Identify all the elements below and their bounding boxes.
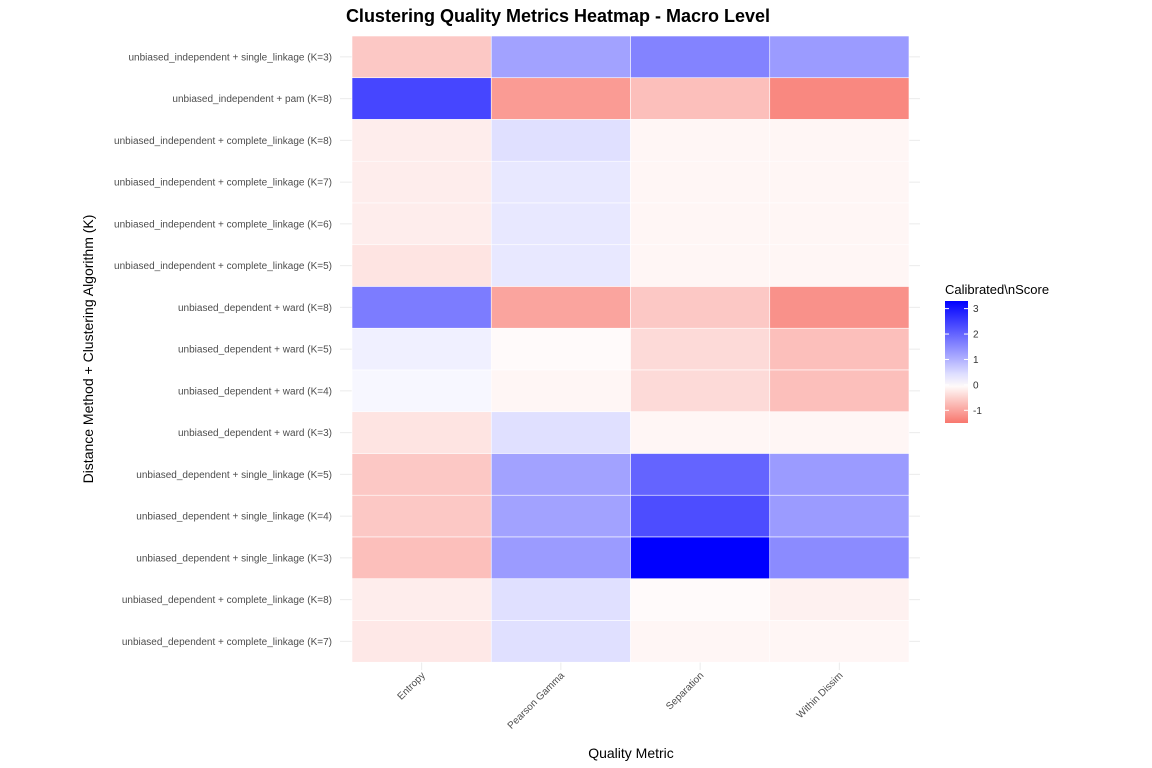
heatmap-cell xyxy=(769,119,910,162)
heatmap-cell xyxy=(630,578,771,621)
legend-tick-label: 2 xyxy=(973,330,979,341)
color-legend: Calibrated\nScore 3 2 1 0 -1 xyxy=(945,282,1049,423)
legend-title: Calibrated\nScore xyxy=(945,282,1049,297)
heatmap-cell xyxy=(769,494,910,538)
heatmap-cell xyxy=(351,286,492,329)
heatmap-cell xyxy=(490,35,631,79)
y-tick-label: unbiased_dependent + ward (K=4) xyxy=(178,386,332,397)
heatmap-cell xyxy=(769,244,910,287)
y-tick-labels: unbiased_independent + single_linkage (K… xyxy=(114,52,332,648)
y-tick-label: unbiased_dependent + single_linkage (K=3… xyxy=(136,553,332,564)
heatmap-cell xyxy=(490,494,631,538)
heatmap-cell xyxy=(351,35,492,79)
y-tick-label: unbiased_dependent + single_linkage (K=5… xyxy=(136,470,332,481)
heatmap-cell xyxy=(490,77,631,120)
x-tick-labels: Entropy Pearson Gamma Separation Within Dis… xyxy=(396,670,846,732)
heatmap-cell xyxy=(769,620,910,663)
heatmap-cell xyxy=(490,327,631,371)
heatmap-cell xyxy=(630,202,771,246)
y-tick-label: unbiased_dependent + ward (K=3) xyxy=(178,428,332,439)
heatmap-cell xyxy=(351,620,492,663)
heatmap-cell xyxy=(630,453,771,496)
heatmap-cell xyxy=(490,620,631,663)
y-tick-label: unbiased_independent + complete_linkage … xyxy=(114,261,332,272)
legend-tick-label: 0 xyxy=(973,380,979,391)
heatmap-cell xyxy=(351,411,492,454)
heatmap-cell xyxy=(630,327,771,371)
heatmap-cell xyxy=(769,578,910,621)
heatmap-cell xyxy=(630,244,771,287)
heatmap-cell xyxy=(490,578,631,621)
heatmap-cell xyxy=(630,35,771,79)
heatmap-cell xyxy=(630,411,771,454)
heatmap-cell xyxy=(630,119,771,162)
heatmap-cell xyxy=(769,536,910,580)
y-tick-label: unbiased_independent + complete_linkage … xyxy=(114,136,332,147)
legend-tick-label: 1 xyxy=(973,355,979,366)
heatmap-cell xyxy=(769,453,910,496)
heatmap-cell xyxy=(490,453,631,496)
y-tick-label: unbiased_dependent + ward (K=5) xyxy=(178,345,332,356)
heatmap-cell xyxy=(769,77,910,120)
heatmap-cells xyxy=(351,35,910,663)
heatmap-cell xyxy=(351,160,492,204)
heatmap-cell xyxy=(769,327,910,371)
x-tick-label: Separation xyxy=(664,670,706,712)
heatmap-cell xyxy=(630,286,771,329)
heatmap-cell xyxy=(351,119,492,162)
heatmap-cell xyxy=(490,119,631,162)
y-tick-label: unbiased_dependent + complete_linkage (K… xyxy=(122,595,332,606)
y-tick-label: unbiased_independent + pam (K=8) xyxy=(172,94,332,105)
x-tick-label: Pearson Gamma xyxy=(506,670,568,732)
heatmap-cell xyxy=(490,369,631,413)
legend-tick-label: 3 xyxy=(973,304,979,315)
x-tick-label: Within Dissim xyxy=(795,670,846,721)
heatmap-cell xyxy=(490,160,631,204)
heatmap-cell xyxy=(351,494,492,538)
x-axis-title: Quality Metric xyxy=(588,745,674,761)
heatmap-cell xyxy=(769,411,910,454)
heatmap-cell xyxy=(769,369,910,413)
legend-colorbar xyxy=(945,301,968,423)
heatmap-cell xyxy=(769,35,910,79)
heatmap-cell xyxy=(769,160,910,204)
heatmap-cell xyxy=(351,77,492,120)
heatmap-cell xyxy=(351,453,492,496)
y-tick-label: unbiased_independent + complete_linkage … xyxy=(114,219,332,230)
heatmap-cell xyxy=(351,202,492,246)
y-tick-label: unbiased_independent + single_linkage (K… xyxy=(129,52,333,63)
heatmap-cell xyxy=(351,327,492,371)
y-axis-title: Distance Method + Clustering Algorithm (… xyxy=(80,215,96,484)
legend-tick-label: -1 xyxy=(973,406,982,417)
heatmap-cell xyxy=(490,536,631,580)
chart-title: Clustering Quality Metrics Heatmap - Mac… xyxy=(346,6,770,26)
heatmap-cell xyxy=(630,369,771,413)
heatmap-cell xyxy=(490,286,631,329)
heatmap-cell xyxy=(769,202,910,246)
heatmap-cell xyxy=(630,494,771,538)
y-tick-label: unbiased_dependent + ward (K=8) xyxy=(178,303,332,314)
heatmap-cell xyxy=(351,369,492,413)
y-tick-label: unbiased_independent + complete_linkage … xyxy=(114,178,332,189)
heatmap-cell xyxy=(490,244,631,287)
heatmap-cell xyxy=(630,620,771,663)
x-tick-label: Entropy xyxy=(396,670,428,702)
heatmap-cell xyxy=(351,536,492,580)
heatmap-cell xyxy=(630,536,771,580)
heatmap-cell xyxy=(769,286,910,329)
heatmap-cell xyxy=(630,160,771,204)
heatmap-cell xyxy=(351,578,492,621)
heatmap-cell xyxy=(351,244,492,287)
heatmap-cell xyxy=(490,411,631,454)
heatmap-cell xyxy=(490,202,631,246)
heatmap-cell xyxy=(630,77,771,120)
y-tick-label: unbiased_dependent + complete_linkage (K… xyxy=(122,637,332,648)
y-tick-label: unbiased_dependent + single_linkage (K=4… xyxy=(136,512,332,523)
